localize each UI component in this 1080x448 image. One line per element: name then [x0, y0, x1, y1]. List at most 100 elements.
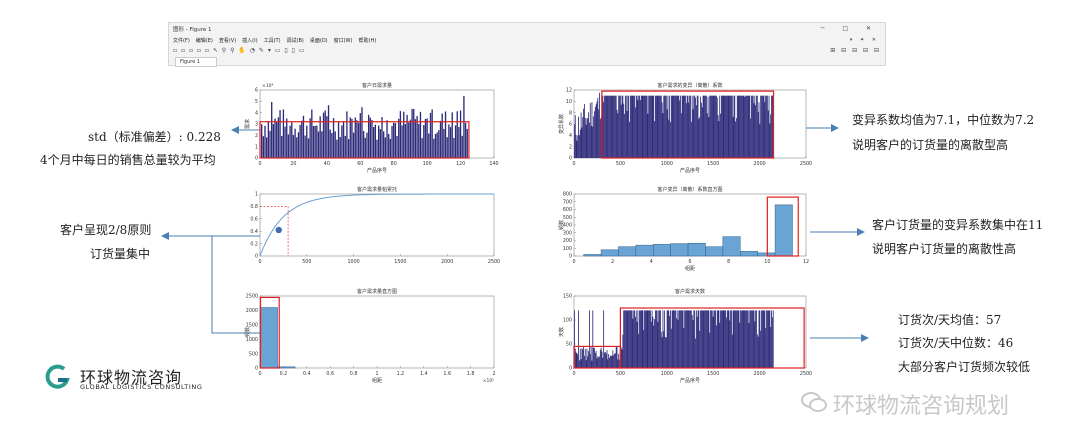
menu-window[interactable]: 窗口(W) — [333, 38, 353, 44]
bar — [626, 310, 628, 368]
bar — [754, 95, 756, 158]
y-tick-label: 2500 — [246, 294, 258, 300]
bar — [757, 112, 759, 158]
bar — [679, 310, 681, 368]
bar — [772, 310, 774, 368]
bar — [761, 95, 762, 158]
bar — [683, 328, 685, 368]
figure-toolbar[interactable]: ▫ ▫ ▫ ▫ ▫ ↖ ⚲ ⚲ ✋ ◔ ✎ ▾ ▭ ▯ ▯ ▭ — [173, 47, 306, 54]
x-axis-label: 组距 — [372, 377, 382, 384]
y-tick-label: 0 — [569, 156, 572, 162]
bar — [610, 356, 612, 368]
bar — [463, 95, 465, 158]
bar — [731, 95, 732, 158]
bar — [759, 123, 761, 158]
bar — [770, 326, 772, 368]
bar — [332, 118, 335, 158]
menu-file[interactable]: 文件(F) — [173, 38, 190, 44]
bar — [428, 133, 430, 158]
bar — [665, 95, 666, 158]
bar — [728, 310, 730, 368]
bar — [594, 111, 595, 158]
highlight-box — [601, 90, 775, 159]
bar — [757, 336, 759, 368]
menu-view[interactable]: 查看(V) — [218, 38, 237, 44]
bar — [710, 95, 712, 158]
x-tick-label: 2000 — [753, 371, 765, 377]
hist-bar — [670, 243, 689, 257]
bar — [750, 118, 752, 158]
bar — [371, 120, 373, 158]
window-controls[interactable]: ─ □ ✕ — [820, 25, 879, 32]
bar — [636, 321, 638, 368]
bar — [706, 310, 708, 368]
bar — [761, 310, 762, 368]
bar — [718, 121, 720, 158]
menu-debug[interactable]: 调试(B) — [286, 38, 304, 44]
bar — [393, 122, 395, 158]
bar — [614, 353, 615, 368]
bar — [680, 310, 682, 368]
x-tick-label: 0 — [572, 259, 575, 265]
x-tick-label: 0.4 — [303, 371, 311, 377]
bar — [599, 356, 600, 368]
menu-help[interactable]: 帮助(H) — [358, 38, 377, 44]
bar — [592, 126, 594, 158]
bar — [438, 130, 440, 158]
bar — [379, 129, 382, 158]
bar — [660, 310, 661, 368]
bar — [458, 127, 460, 158]
menu-edit[interactable]: 编辑(E) — [195, 38, 213, 44]
x-tick-label: 0 — [572, 161, 575, 167]
bar — [709, 95, 711, 158]
bar — [629, 310, 630, 368]
bar — [726, 95, 727, 158]
bar — [717, 310, 719, 368]
bar — [626, 110, 628, 158]
bar — [639, 95, 640, 158]
window-controls-secondary[interactable]: ▾ ✦ ✕ — [849, 37, 879, 43]
x-tick-label: 2000 — [753, 161, 765, 167]
bar — [735, 310, 737, 368]
bar — [687, 310, 689, 368]
bar — [316, 125, 318, 158]
menu-desktop[interactable]: 桌面(D) — [309, 38, 328, 44]
bar — [605, 95, 607, 158]
bar — [725, 310, 727, 368]
bar — [760, 330, 762, 368]
bar — [711, 310, 713, 368]
bar — [649, 310, 651, 368]
x-tick-label: 0.6 — [326, 371, 334, 377]
bar — [590, 125, 592, 158]
bar — [594, 107, 596, 158]
bar — [625, 310, 627, 368]
bar — [768, 95, 770, 158]
bar — [665, 337, 667, 368]
bar — [602, 95, 604, 158]
tab-figure-1[interactable]: Figure 1 — [175, 57, 217, 67]
bar — [666, 310, 668, 368]
x-tick-label: 60 — [357, 161, 363, 167]
bar — [648, 95, 650, 158]
menu-insert[interactable]: 插入(I) — [242, 38, 258, 44]
bar — [710, 95, 711, 158]
bar — [736, 118, 737, 158]
hist-bar — [687, 242, 706, 257]
y-tick-label: 4 — [569, 133, 572, 139]
bar — [741, 95, 743, 158]
bar — [398, 118, 400, 158]
hist-bar — [774, 204, 793, 257]
bar — [758, 310, 760, 368]
bar — [675, 310, 676, 368]
bar — [641, 95, 643, 158]
y-axis-label: 天数 — [558, 327, 565, 337]
bar — [381, 117, 383, 158]
y-tick-label: 0 — [569, 254, 572, 260]
bar — [770, 114, 772, 158]
bar — [690, 95, 691, 158]
bar — [650, 310, 651, 368]
bar — [331, 133, 333, 158]
menu-tools[interactable]: 工具(T) — [263, 38, 281, 44]
dock-icons[interactable]: ⊞ ⊟ ⊟ ⊟ ⊟ — [830, 47, 881, 54]
x-tick-label: 1.6 — [443, 371, 451, 377]
